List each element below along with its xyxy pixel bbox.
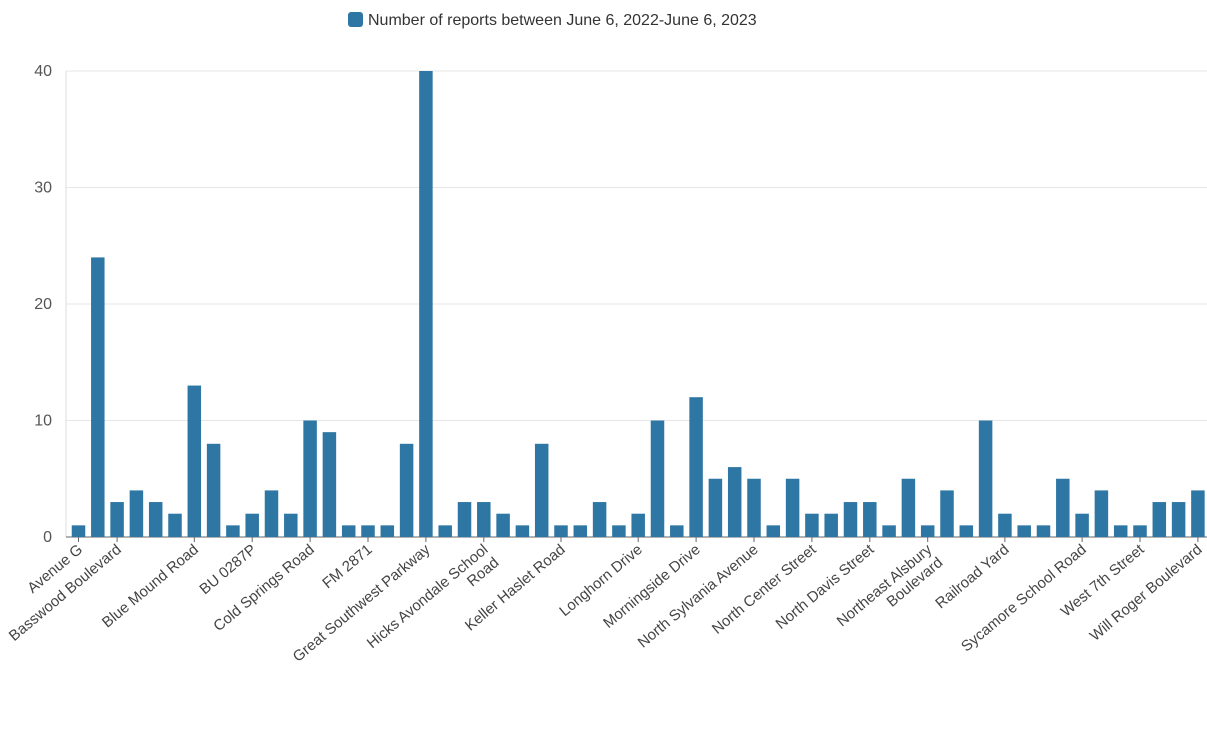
legend-label: Number of reports between June 6, 2022-J… [368, 12, 757, 29]
bar[interactable] [978, 420, 993, 538]
bar[interactable] [1036, 525, 1051, 537]
x-tick-label: North Davis Street [773, 541, 878, 633]
bar[interactable] [245, 513, 259, 537]
bar[interactable] [91, 257, 105, 537]
bar[interactable] [1171, 502, 1186, 537]
bar[interactable] [322, 432, 337, 537]
bar[interactable] [206, 443, 221, 537]
bar[interactable] [303, 420, 317, 538]
x-tick-label-line: Cold Springs Road [210, 541, 317, 635]
bar[interactable] [1133, 525, 1147, 537]
x-tick-label: Will Roger Boulevard [1087, 541, 1206, 645]
y-tick-label: 10 [34, 413, 52, 430]
bar[interactable] [226, 525, 240, 537]
bar[interactable] [631, 513, 645, 537]
bar[interactable] [284, 513, 298, 537]
x-tick-label: FM 2871 [319, 541, 375, 592]
x-tick-label: Railroad Yard [932, 541, 1012, 612]
bar[interactable] [419, 71, 433, 537]
bar[interactable] [71, 525, 86, 537]
y-axis: 0 10 20 30 40 [34, 63, 52, 546]
bar[interactable] [399, 443, 414, 537]
bar[interactable] [998, 513, 1012, 537]
x-tick-label: North Center Street [709, 541, 820, 638]
x-tick-label-line: Morningside Drive [600, 541, 704, 632]
x-tick-label-line: Will Roger Boulevard [1087, 541, 1206, 645]
bar[interactable] [573, 525, 588, 537]
bar[interactable] [168, 513, 182, 537]
x-tick-label: Cold Springs Road [210, 541, 317, 635]
bar[interactable] [1094, 490, 1109, 537]
x-tick-label: Hicks Avondale SchoolRoad [364, 541, 503, 665]
bar[interactable] [1152, 502, 1167, 537]
bar[interactable] [959, 525, 974, 537]
bar[interactable] [843, 502, 858, 537]
y-tick-label: 40 [34, 63, 52, 80]
grid-layer [65, 70, 1207, 538]
bar[interactable] [785, 478, 800, 537]
bar[interactable] [708, 478, 723, 537]
bar[interactable] [148, 502, 163, 537]
bar[interactable] [457, 502, 472, 537]
bar[interactable] [1056, 478, 1070, 537]
x-tick-label-line: North Center Street [709, 541, 820, 638]
bar[interactable] [592, 502, 607, 537]
y-tick-label: 20 [34, 296, 52, 313]
bar[interactable] [341, 525, 356, 537]
bar[interactable] [689, 397, 703, 537]
bar[interactable] [920, 525, 935, 537]
y-tick-label: 30 [34, 180, 52, 197]
bar[interactable] [747, 478, 761, 537]
bar[interactable] [554, 525, 568, 537]
bar[interactable] [882, 525, 896, 537]
bar[interactable] [477, 502, 491, 537]
bar[interactable] [1113, 525, 1128, 537]
bar[interactable] [264, 490, 279, 537]
bar[interactable] [824, 513, 838, 537]
bar[interactable] [129, 490, 144, 537]
bar[interactable] [766, 525, 781, 537]
x-tick-label-line: FM 2871 [319, 541, 375, 592]
bar[interactable] [515, 525, 530, 537]
bar[interactable] [940, 490, 954, 537]
bar[interactable] [863, 502, 877, 537]
bar[interactable] [187, 385, 202, 537]
legend-swatch [348, 12, 363, 27]
legend: Number of reports between June 6, 2022-J… [348, 12, 757, 29]
bar[interactable] [670, 525, 684, 537]
bar[interactable] [380, 525, 395, 537]
bar[interactable] [727, 467, 742, 537]
bar[interactable] [1075, 513, 1089, 537]
bar[interactable] [361, 525, 375, 537]
bar[interactable] [612, 525, 626, 537]
bar[interactable] [1191, 490, 1205, 537]
bar[interactable] [438, 525, 452, 537]
bar[interactable] [110, 502, 124, 537]
x-tick-label-line: Railroad Yard [932, 541, 1012, 612]
bar-layer [71, 71, 1205, 538]
bar[interactable] [534, 443, 549, 537]
bar[interactable] [496, 513, 510, 537]
x-tick-label-line: North Davis Street [773, 541, 878, 633]
bar[interactable] [901, 478, 916, 537]
x-tick-label: Morningside Drive [600, 541, 704, 632]
bar[interactable] [805, 513, 819, 537]
bar[interactable] [1017, 525, 1031, 537]
bar[interactable] [650, 420, 665, 538]
y-tick-label: 0 [43, 529, 52, 546]
